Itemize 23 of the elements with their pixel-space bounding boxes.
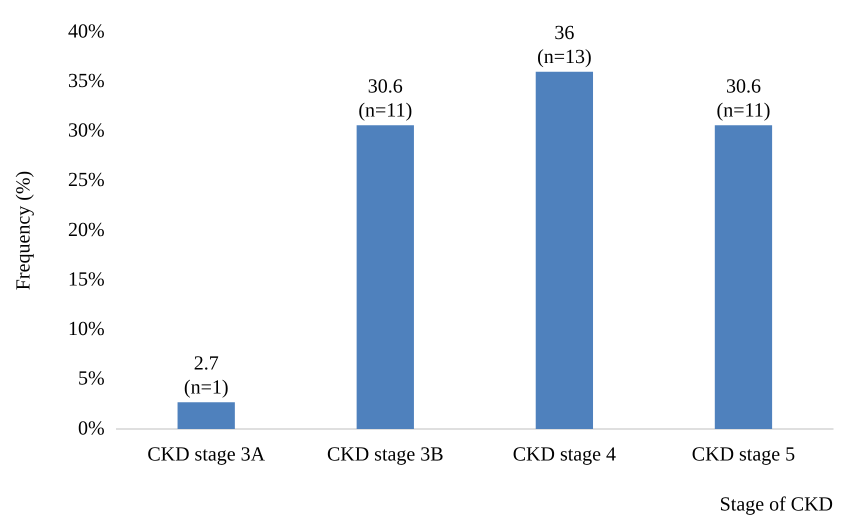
x-tick-label: CKD stage 3B [326,443,444,466]
bar [356,125,414,429]
x-tick-label: CKD stage 4 [512,443,616,466]
data-label: 30.6 (n=11) [358,76,412,122]
y-tick-label: 15% [68,268,105,290]
y-axis-title: Frequency (%) [12,170,34,290]
y-tick-label: 30% [68,120,105,142]
y-tick-label: 5% [78,368,105,390]
x-axis-title: Stage of CKD [720,493,833,516]
y-tick-label: 40% [68,20,105,42]
data-label: 36 (n=13) [537,22,592,68]
y-tick-label: 20% [68,218,105,241]
y-tick-label: 0% [78,417,105,440]
bar [714,125,772,429]
y-tick-label: 10% [68,318,105,340]
y-tick-label: 25% [68,169,105,192]
bar [178,402,235,429]
y-tick-label: 35% [68,70,105,92]
bar [536,72,594,429]
x-tick-label: CKD stage 3A [147,443,266,466]
x-tick-label: CKD stage 5 [692,443,796,466]
data-label: 2.7 (n=1) [184,352,229,398]
data-label: 30.6 (n=11) [716,76,770,122]
